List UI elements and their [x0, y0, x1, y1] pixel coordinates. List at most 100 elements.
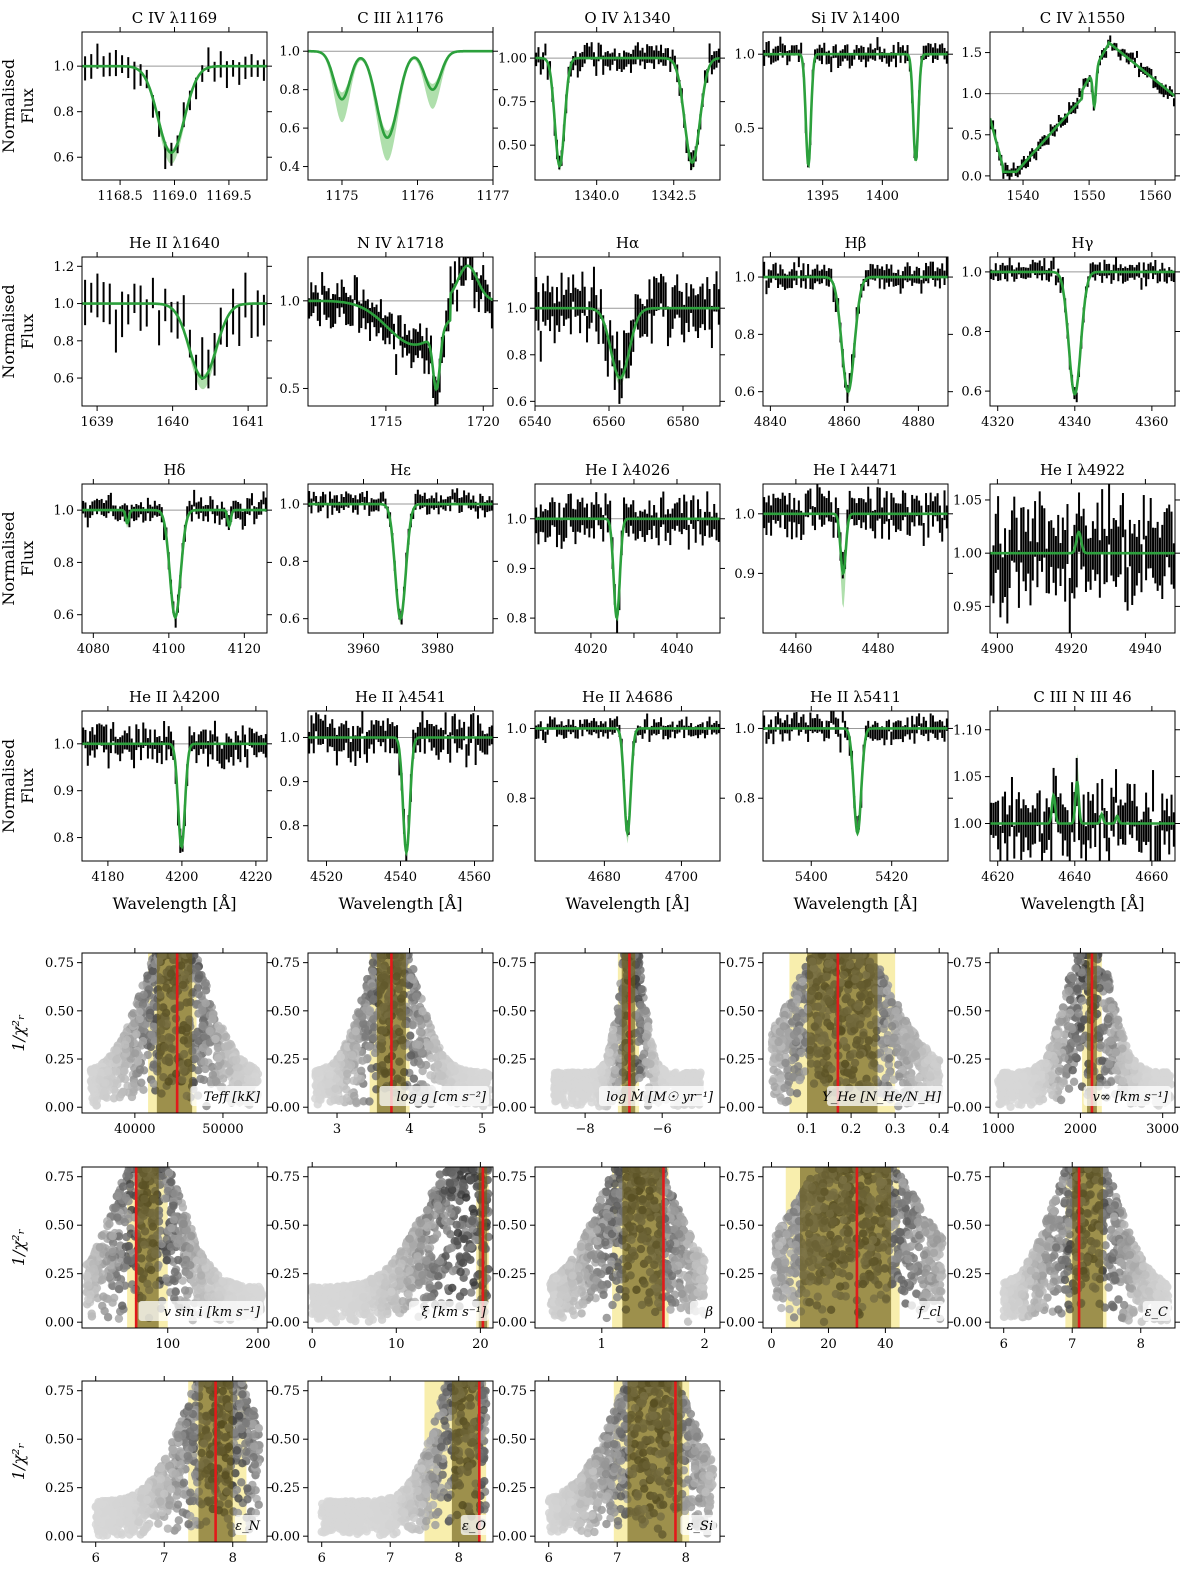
spectrum-panel: 4080 4100 4120 0.6 0.8 1.0 Hδ [53, 461, 272, 657]
plot-area [990, 257, 1175, 403]
sample-point [641, 1033, 651, 1042]
sample-point [351, 1027, 361, 1036]
sample-point [635, 1065, 644, 1075]
sample-point [329, 1059, 338, 1068]
sample-point [369, 1033, 379, 1042]
sample-point [408, 1020, 418, 1030]
y-tick-label: 1.0 [279, 294, 300, 309]
sample-point [550, 1074, 559, 1084]
panel-title: He II λ5411 [810, 688, 901, 706]
plot-frame [989, 31, 1176, 181]
observed-data [308, 257, 493, 406]
x-tick-label: 4340 [1058, 415, 1091, 430]
model-line [82, 64, 267, 155]
y-tick-label: 1.0 [961, 265, 982, 280]
plot-area [535, 713, 720, 844]
plot-frame [307, 710, 494, 862]
sample-point [201, 1064, 210, 1074]
y-tick-label: 0.95 [953, 600, 982, 615]
observed-data [535, 266, 720, 404]
y-tick-label: 0.0 [961, 169, 982, 184]
sample-point [234, 1063, 243, 1072]
sample-point [635, 1073, 644, 1083]
panel-title: Hβ [845, 234, 867, 252]
plot-area [82, 489, 267, 628]
sample-point [358, 1056, 367, 1065]
x-tick-label: 50000 [202, 1122, 243, 1137]
sample-point [211, 1034, 220, 1044]
sample-point [438, 1051, 447, 1060]
x-tick-label: 4180 [91, 870, 124, 885]
x-tick-label: 1168.5 [97, 189, 143, 204]
sample-point [646, 1059, 655, 1069]
x-tick-label: 3 [333, 1122, 341, 1137]
y-tick-label: 0.6 [279, 122, 300, 137]
panel-title: He I λ4922 [1040, 461, 1125, 479]
panel-title: Si IV λ1400 [811, 9, 900, 27]
sample-point [416, 1060, 426, 1069]
x-tick-label: 4540 [384, 870, 417, 885]
sample-point [325, 1071, 334, 1080]
sample-point [313, 1087, 322, 1097]
x-tick-label: 1540 [1006, 189, 1039, 204]
sample-point [695, 1070, 705, 1079]
y-tick-label: 1.00 [953, 817, 982, 832]
sample-point [552, 1085, 561, 1094]
y-tick-label: 1.00 [953, 547, 982, 562]
x-tick-label: 1720 [467, 415, 500, 430]
panel-title: C IV λ1169 [132, 9, 217, 27]
plot-area [763, 257, 948, 403]
sample-point [568, 1095, 577, 1105]
y-tick-label: 0.8 [53, 556, 74, 571]
sample-point [365, 1097, 374, 1106]
sample-point [192, 964, 202, 973]
sample-point [214, 1021, 223, 1030]
spectrum-panel: 1715 1720 0.5 1.0 N IV λ1718 [279, 234, 499, 430]
spectrum-panel: 1540 1550 1560 0.0 0.5 1.0 1.5 C IV λ1550 [961, 9, 1180, 204]
sample-point [669, 1076, 678, 1085]
sample-point [336, 1052, 345, 1062]
sample-point [358, 1012, 367, 1022]
plot-frame [307, 31, 494, 181]
sample-point [120, 1066, 129, 1076]
observed-data [82, 720, 267, 853]
model-line [763, 512, 948, 576]
y-tick-label: 0.50 [498, 1004, 527, 1019]
spectrum-panel: 4320 4340 4360 0.6 0.8 1.0 Hγ [961, 234, 1180, 430]
sample-point [132, 1029, 141, 1039]
y-tick-label: 0.6 [53, 608, 74, 623]
model-uncertainty-band [308, 504, 493, 625]
plot-area [308, 711, 493, 861]
sample-point [368, 967, 377, 977]
y-tick-label: 0.9 [506, 562, 527, 577]
spectrum-panel: 4900 4920 4940 0.95 1.00 1.05 He I λ4922 [953, 461, 1180, 657]
spectrum-panel: 4520 4540 4560 0.8 0.9 1.0 He II λ4541 [279, 688, 498, 885]
x-tick-label: 4 [405, 1122, 413, 1137]
model-uncertainty-band [990, 42, 1175, 172]
observed-data [535, 713, 720, 835]
model-line [535, 56, 720, 168]
spectrum-panel: 4020 4040 0.8 0.9 1.0 He I λ4026 [506, 461, 725, 657]
param-label: Teff [kK] [204, 1090, 261, 1105]
sample-point [615, 1010, 624, 1020]
plot-frame [534, 710, 721, 862]
sample-point [149, 1060, 158, 1069]
sample-point [95, 1075, 104, 1085]
model-uncertainty-band [308, 51, 493, 161]
x-tick-label: 4920 [1055, 642, 1088, 657]
sample-point [369, 1015, 378, 1024]
sample-point [194, 974, 203, 983]
y-tick-label: 1.0 [734, 48, 755, 63]
sample-point [684, 1074, 694, 1083]
sample-point [611, 1065, 620, 1075]
sample-point [418, 1007, 427, 1016]
sample-point [90, 1086, 99, 1096]
y-tick-label: 1.0 [53, 297, 74, 312]
sample-point [135, 1007, 144, 1017]
x-tick-label: 1560 [1139, 189, 1172, 204]
x-tick-label: 4700 [665, 870, 698, 885]
sample-point [647, 1039, 656, 1048]
panel-title: Hα [616, 234, 639, 252]
model-line [990, 270, 1175, 396]
x-tick-label: 4660 [1135, 870, 1168, 885]
